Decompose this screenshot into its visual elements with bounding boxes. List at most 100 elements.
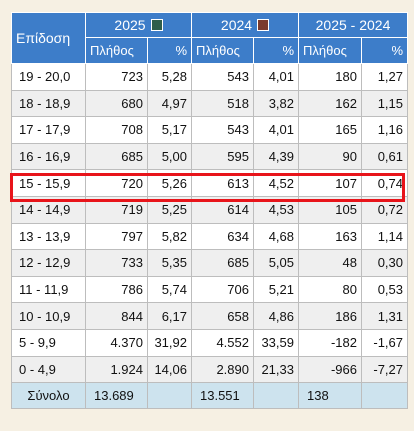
table-row: 13 - 13,9 797 5,82 634 4,68 163 1,14 (11, 222, 409, 251)
count-2024-cell: 543 (191, 63, 254, 91)
pct-2024-cell: 33,59 (253, 328, 299, 357)
pct-2024-cell: 4,53 (253, 195, 299, 224)
count-2025-cell: 719 (85, 195, 148, 224)
pct-diff-cell: 0,74 (360, 169, 409, 197)
header-pct-2024: % (253, 37, 299, 64)
table-row-highlighted: 15 - 15,9 720 5,26 613 4,52 107 0,74 (11, 169, 409, 197)
pct-2025-cell: 5,25 (147, 195, 192, 224)
count-2024-cell: 634 (191, 222, 254, 251)
count-2025-cell: 4.370 (85, 328, 148, 357)
pct-2024-cell: 4,39 (253, 142, 299, 171)
count-2024-cell: 543 (191, 116, 254, 144)
table-row: 5 - 9,9 4.370 31,92 4.552 33,59 -182 -1,… (11, 328, 409, 357)
total-pct-diff-empty (360, 382, 409, 410)
count-2024-cell: 706 (191, 275, 254, 304)
header-diff: 2025 - 2024 (297, 12, 409, 38)
pct-2025-cell: 31,92 (147, 328, 192, 357)
count-2024-cell: 595 (191, 142, 254, 171)
pct-diff-cell: 1,16 (360, 116, 409, 144)
pct-diff-cell: 1,27 (360, 63, 409, 91)
count-2024-cell: 4.552 (191, 328, 254, 357)
pct-2025-cell: 5,28 (147, 63, 192, 91)
pct-diff-cell: 1,31 (360, 302, 409, 330)
range-cell: 11 - 11,9 (11, 275, 86, 304)
count-diff-cell: -966 (298, 355, 362, 384)
range-cell: 17 - 17,9 (11, 116, 86, 144)
pct-2024-cell: 4,68 (253, 222, 299, 251)
count-diff-cell: 80 (298, 275, 362, 304)
range-cell: 5 - 9,9 (11, 328, 86, 357)
pct-2025-cell: 4,97 (147, 89, 192, 118)
header-year-2024: 2024 (191, 12, 299, 38)
header-year-2024-label: 2024 (220, 17, 253, 33)
header-epidosi: Επίδοση (11, 12, 86, 64)
range-cell: 14 - 14,9 (11, 195, 86, 224)
pct-diff-cell: 1,14 (360, 222, 409, 251)
count-2025-cell: 720 (85, 169, 148, 197)
count-2025-cell: 844 (85, 302, 148, 330)
pct-2024-cell: 3,82 (253, 89, 299, 118)
total-count-2025: 13.689 (85, 382, 148, 410)
range-cell: 0 - 4,9 (11, 355, 86, 384)
count-2025-cell: 723 (85, 63, 148, 91)
pct-diff-cell: 0,72 (360, 195, 409, 224)
count-diff-cell: 48 (298, 249, 362, 277)
total-row: Σύνολο 13.689 13.551 138 (11, 382, 409, 410)
range-cell: 10 - 10,9 (11, 302, 86, 330)
table-row: 10 - 10,9 844 6,17 658 4,86 186 1,31 (11, 302, 409, 330)
count-diff-cell: -182 (298, 328, 362, 357)
table-row: 18 - 18,9 680 4,97 518 3,82 162 1,15 (11, 89, 409, 118)
table-row: 16 - 16,9 685 5,00 595 4,39 90 0,61 (11, 142, 409, 171)
range-cell: 16 - 16,9 (11, 142, 86, 171)
pct-2024-cell: 21,33 (253, 355, 299, 384)
pct-diff-cell: 1,15 (360, 89, 409, 118)
header-pct-diff: % (360, 37, 409, 64)
header-count-2025: Πλήθος (85, 37, 148, 64)
pct-2025-cell: 5,00 (147, 142, 192, 171)
pct-2025-cell: 5,26 (147, 169, 192, 197)
count-2024-cell: 685 (191, 249, 254, 277)
header-year-2025-label: 2025 (114, 17, 146, 33)
pct-diff-cell: 0,53 (360, 275, 409, 304)
table-row: 17 - 17,9 708 5,17 543 4,01 165 1,16 (11, 116, 409, 144)
grades-table: Επίδοση 2025 2024 2025 - 2024 Πλήθος % Π… (11, 12, 409, 410)
pct-2025-cell: 6,17 (147, 302, 192, 330)
pct-2025-cell: 14,06 (147, 355, 192, 384)
pct-diff-cell: 0,61 (360, 142, 409, 171)
count-2024-cell: 658 (191, 302, 254, 330)
legend-swatch-2024-icon (257, 19, 270, 31)
count-diff-cell: 186 (298, 302, 362, 330)
table-row: 12 - 12,9 733 5,35 685 5,05 48 0,30 (11, 249, 409, 277)
table-row: 14 - 14,9 719 5,25 614 4,53 105 0,72 (11, 195, 409, 224)
total-count-diff: 138 (298, 382, 362, 410)
pct-diff-cell: -7,27 (360, 355, 409, 384)
pct-2025-cell: 5,82 (147, 222, 192, 251)
range-cell: 19 - 20,0 (11, 63, 86, 91)
count-diff-cell: 105 (298, 195, 362, 224)
pct-2025-cell: 5,74 (147, 275, 192, 304)
table-row: 0 - 4,9 1.924 14,06 2.890 21,33 -966 -7,… (11, 355, 409, 384)
count-diff-cell: 165 (298, 116, 362, 144)
count-2025-cell: 680 (85, 89, 148, 118)
header-pct-2025: % (147, 37, 192, 64)
range-cell: 15 - 15,9 (11, 169, 86, 197)
pct-2024-cell: 4,86 (253, 302, 299, 330)
header-year-2025: 2025 (85, 12, 192, 38)
pct-2024-cell: 5,05 (253, 249, 299, 277)
total-pct-2025-empty (147, 382, 192, 410)
total-count-2024: 13.551 (191, 382, 254, 410)
legend-swatch-2025-icon (150, 19, 163, 31)
count-2024-cell: 613 (191, 169, 254, 197)
total-label: Σύνολο (11, 382, 86, 410)
range-cell: 13 - 13,9 (11, 222, 86, 251)
table-row: 19 - 20,0 723 5,28 543 4,01 180 1,27 (11, 63, 409, 91)
count-2025-cell: 1.924 (85, 355, 148, 384)
table-row: 11 - 11,9 786 5,74 706 5,21 80 0,53 (11, 275, 409, 304)
count-2025-cell: 797 (85, 222, 148, 251)
count-diff-cell: 162 (298, 89, 362, 118)
header-count-diff: Πλήθος (298, 37, 362, 64)
pct-diff-cell: -1,67 (360, 328, 409, 357)
pct-2025-cell: 5,17 (147, 116, 192, 144)
count-2025-cell: 786 (85, 275, 148, 304)
pct-2024-cell: 4,01 (253, 63, 299, 91)
